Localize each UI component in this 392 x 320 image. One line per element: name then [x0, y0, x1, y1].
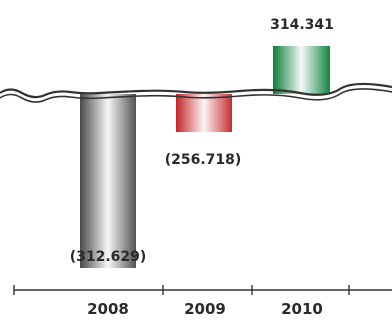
x-tick-label: 2010	[281, 300, 323, 318]
bar-2008	[80, 94, 136, 268]
value-label-2010: 314.341	[270, 17, 334, 33]
bars-layer	[80, 46, 330, 268]
bar-2010	[273, 46, 330, 94]
labels-layer: (312.629) (256.718) 314.341	[70, 17, 334, 265]
axis-break-line	[0, 82, 392, 99]
value-label-2009: (256.718)	[165, 152, 242, 168]
x-tick-label: 2008	[87, 300, 129, 318]
x-tick-label: 2009	[184, 300, 226, 318]
value-label-2008: (312.629)	[70, 249, 147, 265]
axis-break-line-2	[0, 88, 392, 103]
bar-2009	[176, 94, 232, 132]
